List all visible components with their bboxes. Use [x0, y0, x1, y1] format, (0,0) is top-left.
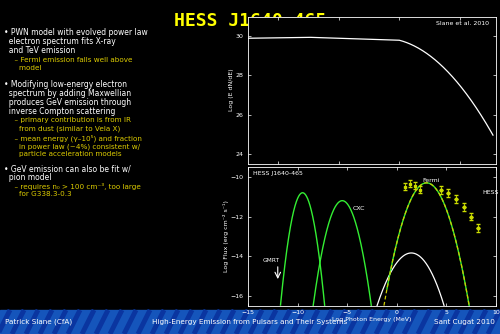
Text: – Fermi emission falls well above: – Fermi emission falls well above: [10, 57, 132, 63]
Text: from dust (similar to Vela X): from dust (similar to Vela X): [10, 125, 120, 132]
Bar: [0, 310, 500, 334]
Y-axis label: Log Flux (erg cm⁻² s⁻¹): Log Flux (erg cm⁻² s⁻¹): [222, 200, 228, 272]
Text: and TeV emission: and TeV emission: [4, 46, 75, 55]
Text: in power law (~4%) consistent w/: in power law (~4%) consistent w/: [10, 143, 140, 150]
Text: HESS: HESS: [482, 190, 498, 195]
Text: for G338.3-0.3: for G338.3-0.3: [10, 191, 72, 197]
Text: – requires n₀ > 100 cm⁻³, too large: – requires n₀ > 100 cm⁻³, too large: [10, 183, 141, 190]
Text: • Modifying low-energy electron: • Modifying low-energy electron: [4, 80, 127, 89]
Text: Slane et al. 2010: Slane et al. 2010: [436, 21, 488, 26]
Text: model: model: [10, 65, 42, 71]
Text: – mean energy (γ–10⁵) and fraction: – mean energy (γ–10⁵) and fraction: [10, 135, 142, 143]
Text: GMRT: GMRT: [263, 258, 280, 263]
Text: Patrick Slane (CfA): Patrick Slane (CfA): [5, 319, 72, 325]
Text: pion model: pion model: [4, 173, 52, 182]
Text: • GeV emission can also be fit w/: • GeV emission can also be fit w/: [4, 164, 131, 173]
Text: • PWN model with evolved power law: • PWN model with evolved power law: [4, 28, 148, 37]
Text: CXC: CXC: [352, 206, 364, 211]
Text: spectrum by adding Maxwellian: spectrum by adding Maxwellian: [4, 89, 131, 98]
Y-axis label: Log (E dN/dE): Log (E dN/dE): [229, 69, 234, 112]
Text: HESS J1640-465: HESS J1640-465: [253, 171, 303, 176]
Text: – primary contribution is from IR: – primary contribution is from IR: [10, 117, 131, 123]
Text: electron spectrum fits X-ray: electron spectrum fits X-ray: [4, 37, 116, 46]
Text: High-Energy Emission from Pulsars and Their Systems: High-Energy Emission from Pulsars and Th…: [152, 319, 348, 325]
Text: Sant Cugat 2010: Sant Cugat 2010: [434, 319, 495, 325]
Text: particle acceleration models: particle acceleration models: [10, 151, 122, 157]
X-axis label: Log Photon Energy (MeV): Log Photon Energy (MeV): [332, 317, 411, 322]
Text: HESS J1640-465: HESS J1640-465: [174, 12, 326, 30]
X-axis label: Log Electron Energy (eV): Log Electron Energy (eV): [333, 175, 411, 180]
Text: Fermi: Fermi: [422, 178, 440, 183]
Text: produces GeV emission through: produces GeV emission through: [4, 98, 131, 107]
Text: inverse Compton scattering: inverse Compton scattering: [4, 107, 116, 116]
